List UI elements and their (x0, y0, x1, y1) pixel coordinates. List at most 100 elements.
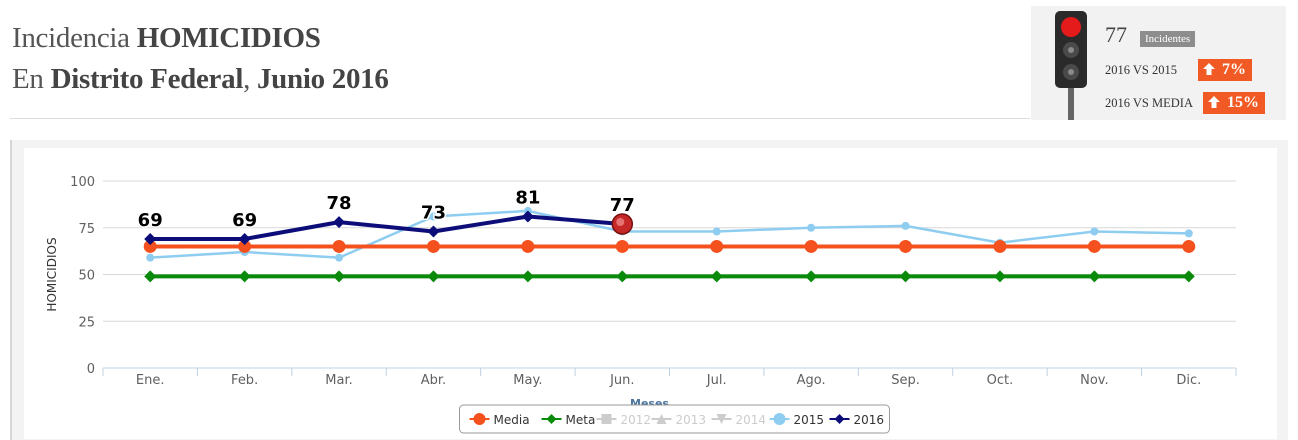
homicides-line-chart: 0 25 50 75 100 Ene. Feb. Mar. Abr. May. Jun. Jul. Ag… (45, 175, 1237, 434)
data-point-2016 (521, 210, 534, 223)
legend-symbol (773, 413, 786, 425)
highlight-point-shine (616, 218, 625, 227)
traffic-light-icon (1055, 11, 1087, 120)
subtitle-separator: , (243, 63, 251, 95)
data-point-media (143, 239, 157, 253)
y-tick-label: 25 (78, 315, 95, 330)
data-point-media (615, 239, 629, 253)
chart-container: 0 25 50 75 100 Ene. Feb. Mar. Abr. May. Jun. Jul. Ag… (24, 148, 1277, 439)
period: Junio 2016 (256, 63, 389, 95)
legend-label: Media (494, 413, 530, 427)
data-point-meta (710, 270, 723, 283)
data-point-2015 (807, 223, 816, 232)
comparison-value-media: 15% (1203, 92, 1265, 114)
comparison-label-2015: 2016 VS 2015 (1105, 63, 1178, 77)
legend-symbol (546, 414, 557, 424)
data-point-2015 (146, 253, 155, 262)
x-tick-label: May. (513, 373, 542, 388)
comparison-label-media: 2016 VS MEDIA (1105, 96, 1193, 110)
incident-count: 77 (1105, 22, 1127, 47)
x-tick-label: Nov. (1080, 373, 1109, 388)
data-point-media (804, 239, 818, 253)
legend-symbol (601, 414, 612, 424)
arrow-up-icon (1208, 96, 1220, 108)
data-point-meta (993, 270, 1006, 283)
data-point-2016 (238, 232, 251, 245)
x-tick-label: Sep. (891, 373, 920, 388)
subtitle-line: En Distrito Federal, Junio 2016 (12, 59, 389, 100)
x-tick-label: Jun. (609, 373, 634, 388)
x-tick-label: Feb. (231, 373, 258, 388)
data-label-2016: 69 (138, 210, 163, 231)
y-tick-label: 50 (78, 269, 95, 284)
x-tick-label: Ene. (136, 373, 165, 388)
x-tick-label: Jul. (706, 373, 727, 388)
header-divider (10, 118, 1030, 119)
x-tick-label: Dic. (1176, 373, 1201, 388)
data-point-media (710, 239, 724, 253)
data-point-2015 (901, 221, 910, 230)
data-point-2015 (429, 212, 438, 221)
legend-symbol (834, 414, 845, 424)
data-point-2015 (1090, 227, 1099, 236)
data-point-meta (1182, 270, 1195, 283)
data-label-2016: 69 (232, 210, 257, 231)
x-tick-label: Ago. (797, 373, 826, 388)
data-point-meta (521, 270, 534, 283)
comparison-percent: 7% (1222, 61, 1246, 78)
series-line-2016 (150, 214, 623, 241)
location-name: Distrito Federal (50, 63, 244, 95)
legend-label: 2012 (621, 413, 652, 427)
data-point-media (426, 239, 440, 253)
legend-label: 2014 (736, 413, 767, 427)
comparison-percent: 15% (1227, 94, 1259, 111)
data-point-2016 (144, 232, 157, 245)
data-label-2016: 81 (515, 188, 540, 209)
subtitle-prefix: En (12, 63, 44, 95)
data-point-2015 (712, 227, 721, 236)
y-tick-label: 100 (70, 175, 95, 190)
data-point-media (899, 239, 913, 253)
data-point-media (521, 239, 535, 253)
data-point-meta (899, 270, 912, 283)
data-point-meta (1088, 270, 1101, 283)
y-tick-label: 75 (78, 222, 95, 237)
legend-label: 2015 (794, 413, 825, 427)
legend-symbol (716, 414, 727, 424)
data-point-2016 (427, 225, 440, 238)
title-prefix: Incidencia (12, 22, 130, 54)
y-tick-label: 0 (87, 362, 95, 377)
data-point-media (332, 239, 346, 253)
page-title: Incidencia HOMICIDIOS En Distrito Federa… (12, 18, 389, 100)
x-tick-label: Abr. (421, 373, 446, 388)
data-point-media (238, 239, 252, 253)
data-point-2015 (1184, 229, 1193, 238)
legend-box (459, 404, 890, 434)
data-point-meta (144, 270, 157, 283)
data-point-meta (238, 270, 251, 283)
y-axis-title: HOMICIDIOS (45, 237, 59, 311)
comparison-value-2015: 7% (1198, 59, 1252, 81)
data-label-2016: 77 (610, 195, 635, 216)
x-tick-label: Mar. (325, 373, 352, 388)
legend-label: 2016 (854, 413, 885, 427)
crime-type: HOMICIDIOS (136, 22, 321, 54)
indicator-panel: 77 Incidentes 2016 VS 2015 7% 2016 VS ME… (1031, 6, 1286, 120)
incidents-badge: Incidentes (1140, 31, 1196, 47)
legend-label: Meta (566, 413, 596, 427)
data-point-meta (805, 270, 818, 283)
data-point-2016 (333, 216, 346, 229)
data-point-media (1182, 239, 1196, 253)
data-label-2016: 78 (327, 193, 352, 214)
data-point-meta (427, 270, 440, 283)
legend-label: 2013 (676, 413, 707, 427)
legend-symbol (473, 413, 486, 425)
title-line: Incidencia HOMICIDIOS (12, 18, 389, 59)
x-tick-label: Oct. (987, 373, 1014, 388)
series-line-2015 (150, 209, 1189, 259)
data-point-media (1087, 239, 1101, 253)
arrow-up-icon (1203, 63, 1215, 75)
data-point-2015 (335, 253, 344, 262)
data-point-meta (616, 270, 629, 283)
data-label-2016: 73 (421, 202, 446, 223)
